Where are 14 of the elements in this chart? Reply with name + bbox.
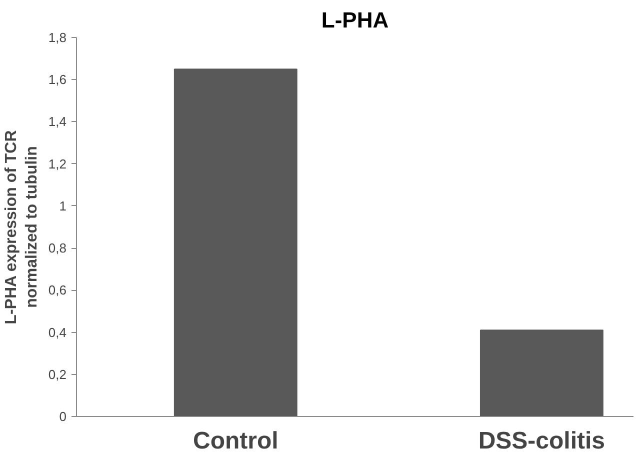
y-tick-label: 1,8 (48, 30, 67, 45)
x-tick-label: DSS-colitis (478, 428, 606, 454)
chart-title: L-PHA (321, 8, 389, 32)
y-tick-label: 1,4 (48, 114, 67, 130)
y-tick-label: 1 (59, 198, 67, 214)
y-tick-label: 1,2 (48, 156, 67, 172)
y-tick-label: 0,4 (48, 324, 67, 340)
y-axis-title: L-PHA expression of TCR normalized to tubulin (3, 130, 40, 324)
x-tick-label: Control (192, 428, 278, 454)
y-tick-label: 0 (59, 409, 67, 424)
y-tick-label: 0,2 (48, 366, 67, 382)
y-tick-label: 1,6 (48, 72, 67, 88)
y-tick-label: 0,6 (48, 282, 67, 298)
y-tick-label: 0,8 (48, 240, 67, 256)
